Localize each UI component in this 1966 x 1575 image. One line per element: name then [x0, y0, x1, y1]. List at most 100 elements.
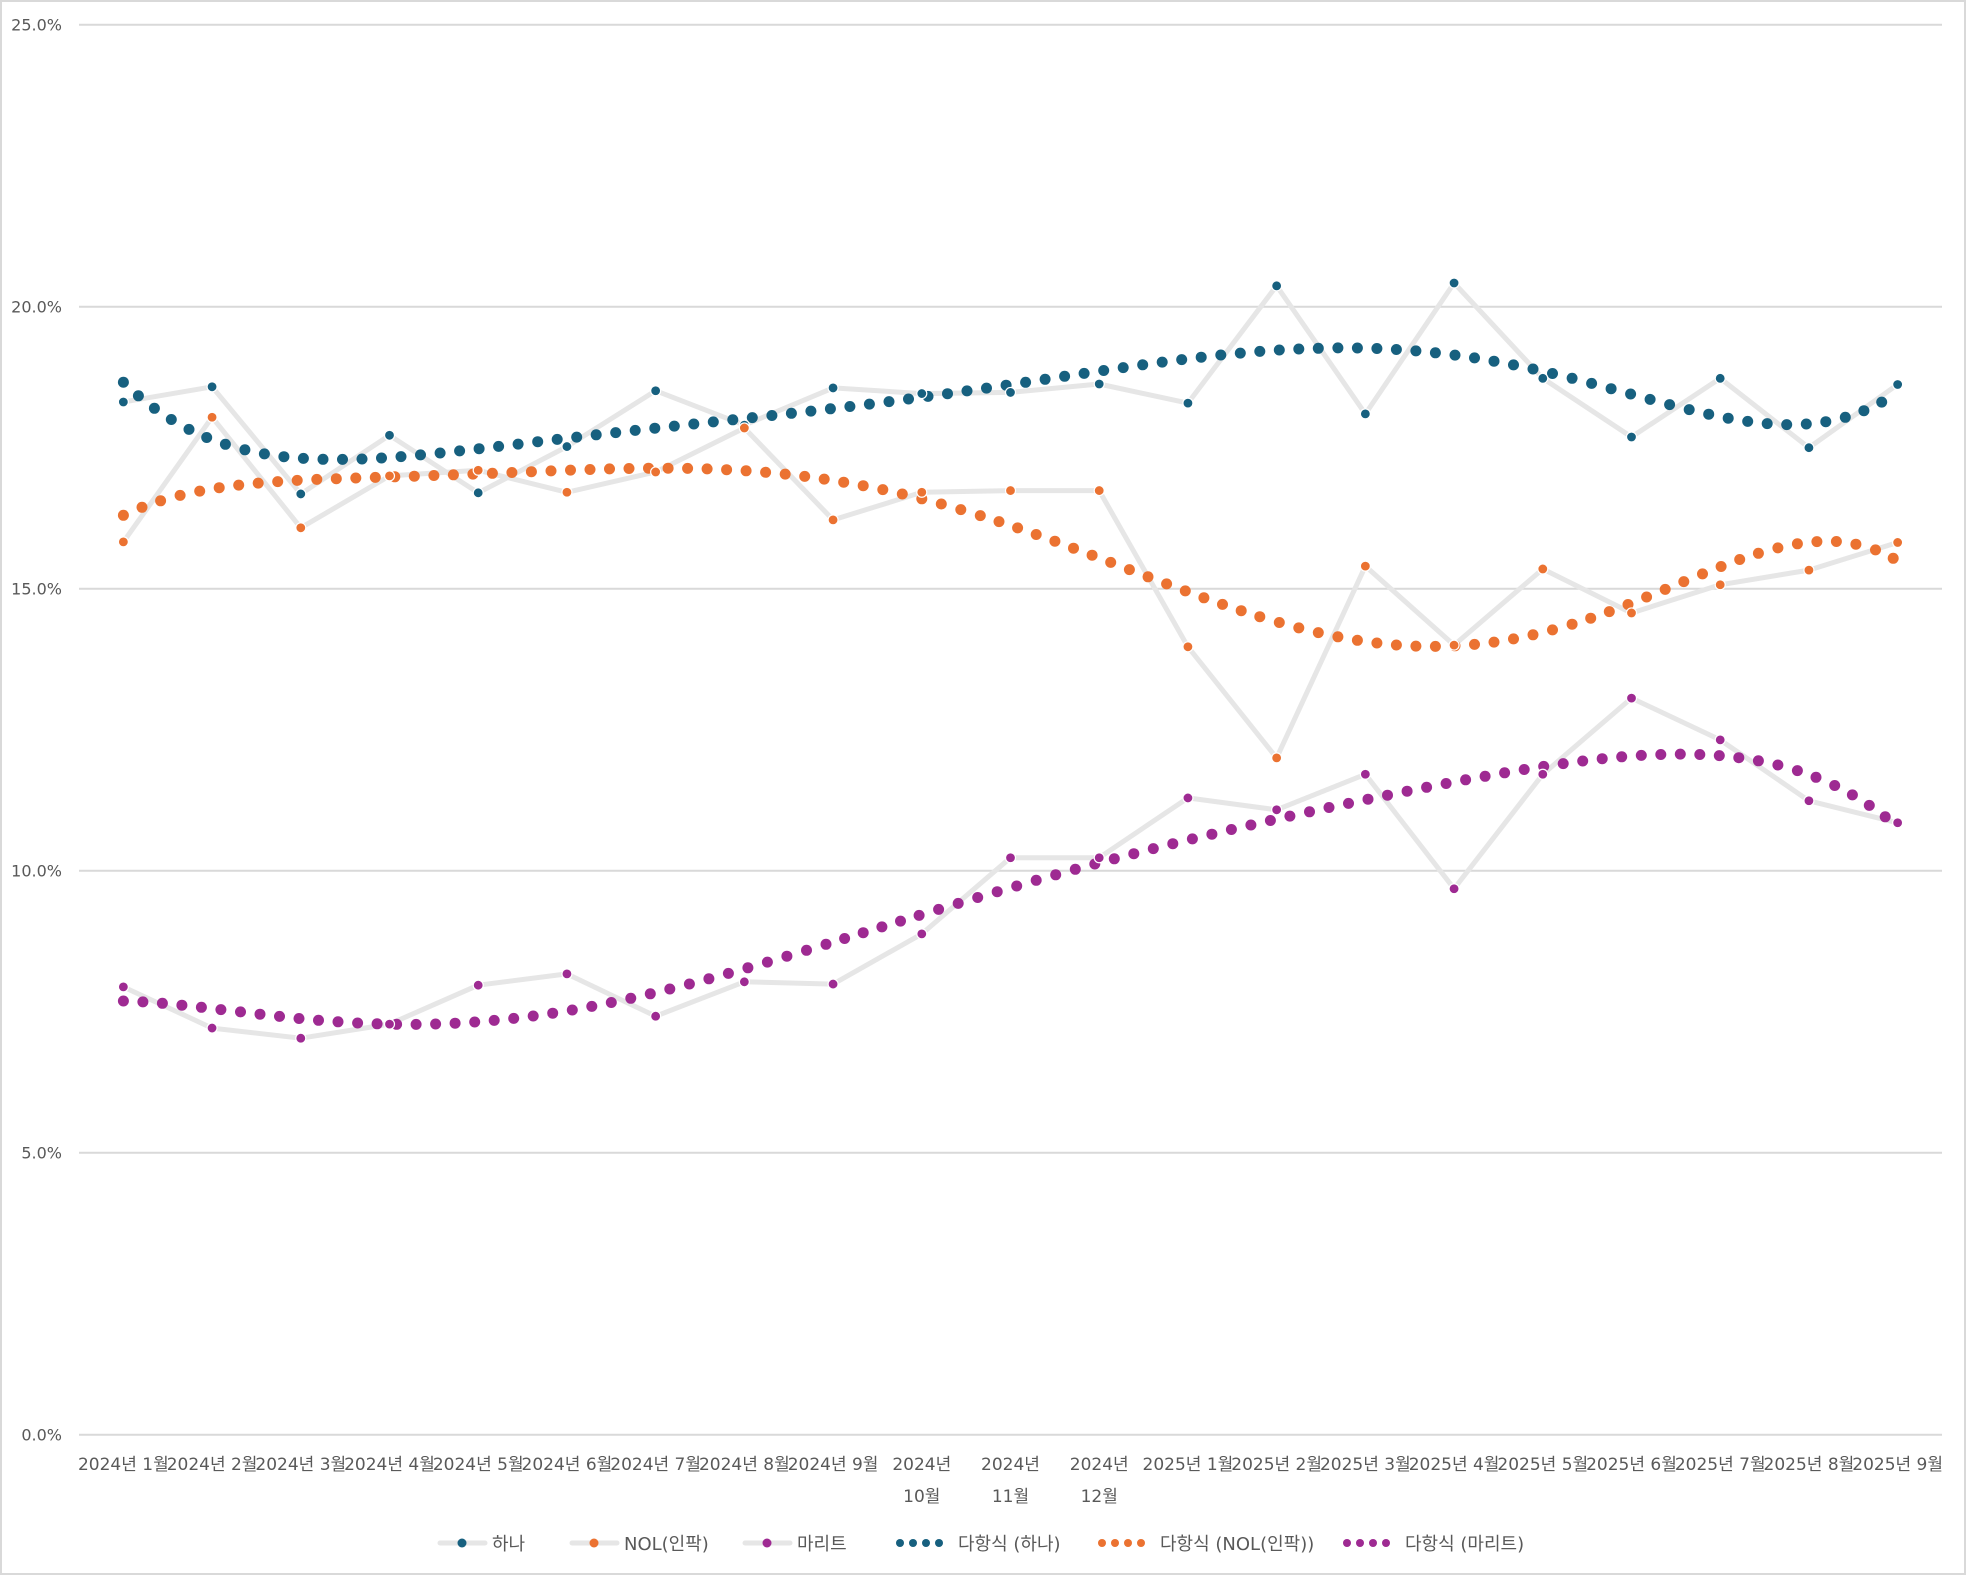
trend-dot: [1049, 535, 1061, 547]
trend-dot: [1195, 351, 1207, 363]
x-tick-label: 2025년 9월: [1852, 1455, 1943, 1475]
trend-dot: [1850, 538, 1862, 550]
trend-dot: [156, 997, 168, 1009]
trend-dot: [1421, 781, 1433, 793]
trend-dot: [1351, 342, 1363, 354]
trend-dot: [532, 436, 544, 448]
data-point: [1271, 280, 1283, 292]
trend-dot: [213, 482, 225, 494]
trend-dot: [952, 897, 964, 909]
trend-dot: [176, 999, 188, 1011]
trend-dot: [297, 452, 309, 464]
data-point: [295, 488, 307, 500]
trend-dot: [1752, 755, 1764, 767]
trend-dot: [1235, 605, 1247, 617]
legend-item: 다항식 (NOL(인팍)): [1098, 1534, 1314, 1555]
legend-dotted-swatch: [1343, 1539, 1351, 1547]
trend-dot: [877, 484, 889, 496]
trend-dot: [727, 414, 739, 426]
x-tick-label: 2024년: [892, 1455, 951, 1475]
trend-dot: [1449, 349, 1461, 361]
trend-dot: [155, 495, 167, 507]
trend-dot: [1703, 408, 1715, 420]
trend-dot: [1382, 789, 1393, 801]
trend-dot: [1566, 372, 1578, 384]
trend-dot: [805, 405, 817, 417]
trend-dot: [1460, 774, 1472, 786]
trend-dot: [272, 476, 284, 488]
data-point: [1714, 734, 1726, 746]
trend-dot: [1390, 344, 1402, 355]
trend-dot: [682, 462, 694, 474]
data-point: [117, 981, 129, 993]
data-point: [916, 928, 928, 940]
trend-dot: [313, 1014, 324, 1026]
y-tick-label: 10.0%: [11, 862, 62, 881]
trend-dot: [1722, 412, 1734, 424]
trend-dot: [1156, 356, 1168, 368]
trend-dot: [942, 388, 953, 400]
trend-dot: [1839, 411, 1851, 423]
trend-dot: [195, 1001, 207, 1013]
trend-dot: [449, 1017, 461, 1029]
trend-dot: [1273, 344, 1285, 356]
data-point: [738, 976, 750, 988]
trend-dot: [1644, 393, 1656, 405]
trend-dot: [1176, 354, 1188, 366]
x-tick-label: 2024년 5월: [433, 1455, 524, 1475]
trend-dot: [293, 1013, 305, 1024]
trend-dot: [1371, 637, 1383, 649]
trend-dot: [584, 464, 596, 475]
trend-dot: [1117, 362, 1129, 374]
trend-dot: [935, 498, 947, 510]
data-point: [1625, 692, 1638, 704]
trend-dot: [1547, 368, 1558, 379]
trend-dot: [1312, 342, 1324, 354]
trend-dot: [1390, 639, 1402, 651]
trend-dot: [895, 915, 906, 927]
trend-dot: [1508, 359, 1519, 371]
trend-dot: [668, 420, 680, 432]
trend-dot: [683, 978, 695, 990]
trend-dot: [117, 509, 129, 521]
trend-dot: [1469, 638, 1480, 650]
trend-dot: [1641, 591, 1653, 603]
trend-dot: [1800, 418, 1812, 430]
data-point: [1182, 641, 1194, 653]
trend-dot: [993, 516, 1005, 528]
legend-label: 다항식 (NOL(인팍)): [1160, 1534, 1314, 1555]
trendlines: [117, 342, 1899, 1030]
trend-dot: [1876, 396, 1888, 408]
trend-dot: [913, 909, 925, 921]
trend-dot: [1752, 547, 1764, 559]
data-point: [1892, 817, 1904, 829]
data-point: [1359, 408, 1371, 420]
trend-dot: [551, 433, 563, 445]
trend-dot: [311, 473, 323, 485]
trend-dot: [1264, 815, 1276, 826]
trend-dot: [1586, 377, 1598, 389]
trend-dot: [1811, 536, 1823, 548]
trend-dot: [1625, 388, 1637, 400]
data-point: [650, 466, 662, 478]
trend-dot: [525, 466, 537, 478]
trend-dot: [857, 927, 869, 939]
trend-dot: [761, 956, 773, 968]
trend-dot: [863, 398, 875, 410]
data-point: [1892, 536, 1904, 549]
trend-dot: [1479, 770, 1491, 782]
trend-dot: [1870, 544, 1881, 556]
trend-dot: [566, 1004, 578, 1016]
trend-dot: [233, 479, 245, 491]
trend-dot: [430, 1018, 442, 1030]
trend-dot: [1694, 749, 1706, 760]
trend-dot: [274, 1010, 285, 1022]
trend-dot: [857, 480, 869, 492]
y-axis-labels: 0.0% 5.0% 10.0% 15.0% 20.0% 25.0%: [11, 16, 62, 1445]
x-tick-label: 2025년 5월: [1497, 1455, 1588, 1475]
trend-dot: [1488, 355, 1500, 367]
legend-label: 다항식 (하나): [958, 1534, 1061, 1555]
trend-dot: [1879, 811, 1891, 823]
trend-dot: [1713, 750, 1725, 762]
